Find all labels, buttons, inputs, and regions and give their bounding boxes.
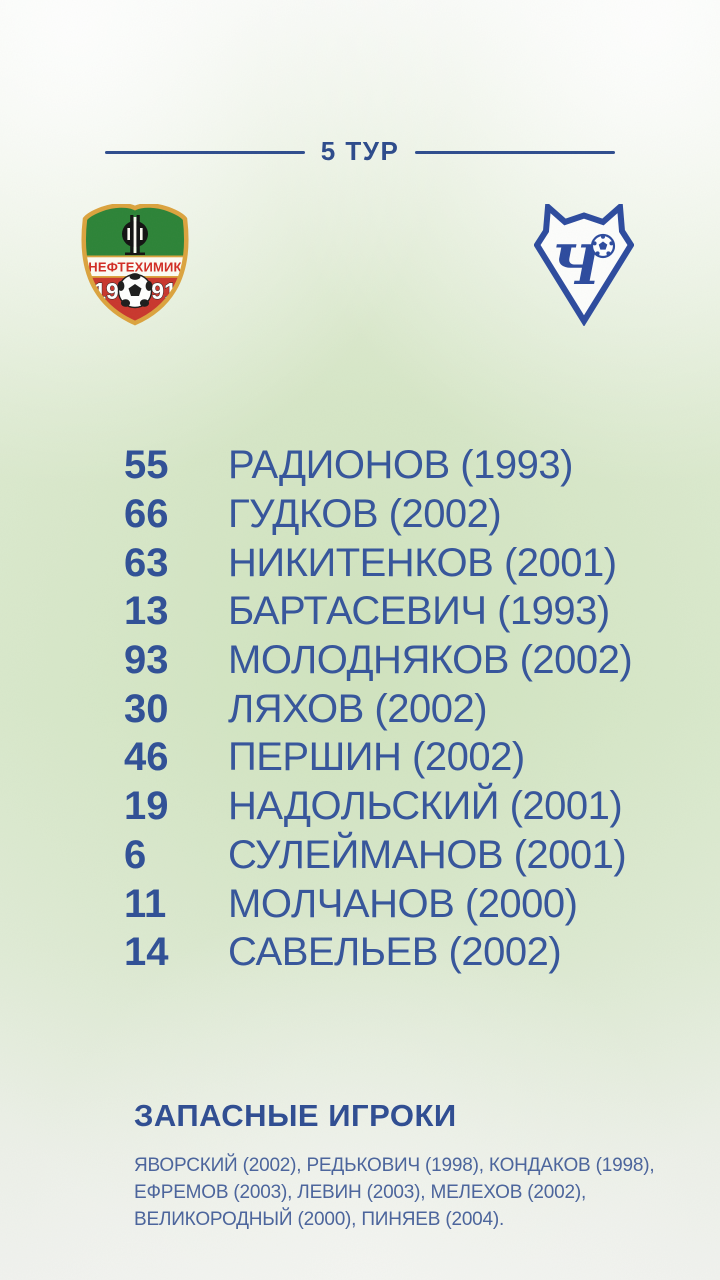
round-header: 5 ТУР [0,132,720,172]
away-crest-soccer-ball-icon [590,233,616,259]
player-name: МОЛЧАНОВ (2000) [228,881,578,926]
round-label: 5 ТУР [320,136,400,166]
player-row: 6 СУЛЕЙМАНОВ (2001) [0,831,720,880]
player-number: 6 [124,832,147,877]
player-row: 19 НАДОЛЬСКИЙ (2001) [0,782,720,831]
player-name: НАДОЛЬСКИЙ (2001) [228,784,623,829]
player-number: 13 [124,589,169,634]
player-name: ГУДКОВ (2002) [228,492,502,537]
player-name: РАДИОНОВ (1993) [228,443,573,488]
player-number: 14 [124,930,169,975]
player-name: САВЕЛЬЕВ (2002) [228,930,562,975]
player-row: 63 НИКИТЕНКОВ (2001) [0,538,720,587]
player-number: 19 [124,784,169,829]
player-row: 30 ЛЯХОВ (2002) [0,684,720,733]
substitutes-line: ЕФРЕМОВ (2003), ЛЕВИН (2003), МЕЛЕХОВ (2… [134,1182,587,1203]
player-number: 30 [124,686,169,731]
header-rule-left [104,150,305,154]
player-number: 93 [124,638,169,683]
substitutes-line: ЯВОРСКИЙ (2002), РЕДЬКОВИЧ (1998), КОНДА… [134,1155,655,1176]
player-name: СУЛЕЙМАНОВ (2001) [228,832,627,877]
substitutes-line: ВЕЛИКОРОДНЫЙ (2000), ПИНЯЕВ (2004). [134,1209,505,1230]
player-number: 46 [124,735,169,780]
player-name: БАРТАСЕВИЧ (1993) [228,589,610,634]
player-name: ЛЯХОВ (2002) [228,686,488,731]
player-row: 93 МОЛОДНЯКОВ (2002) [0,636,720,685]
home-crest-banner-text: НЕФТЕХИМИК [88,260,181,275]
player-name: НИКИТЕНКОВ (2001) [228,540,617,585]
player-row: 13 БАРТАСЕВИЧ (1993) [0,587,720,636]
player-row: 11 МОЛЧАНОВ (2000) [0,879,720,928]
substitutes-title: ЗАПАСНЫЕ ИГРОКИ [134,1098,457,1133]
header-rule-right [415,150,616,154]
home-crest-body: НЕФТЕХИМИК 19 91 [83,205,187,323]
player-number: 63 [124,540,169,585]
player-row: 14 САВЕЛЬЕВ (2002) [0,928,720,977]
player-number: 66 [124,492,169,537]
home-team-logo: НЕФТЕХИМИК 19 91 [81,204,189,326]
player-row: 46 ПЕРШИН (2002) [0,733,720,782]
player-row: 66 ГУДКОВ (2002) [0,490,720,539]
substitutes-list: ЯВОРСКИЙ (2002), РЕДЬКОВИЧ (1998), КОНДА… [134,1152,655,1233]
player-row: 55 РАДИОНОВ (1993) [0,441,720,490]
player-number: 11 [124,881,167,926]
away-team-logo: Ч [534,204,634,326]
player-number: 55 [124,443,169,488]
players-list: 55 РАДИОНОВ (1993) 66 ГУДКОВ (2002) 63 Н… [0,441,720,977]
player-name: МОЛОДНЯКОВ (2002) [228,638,633,683]
player-name: ПЕРШИН (2002) [228,735,525,780]
